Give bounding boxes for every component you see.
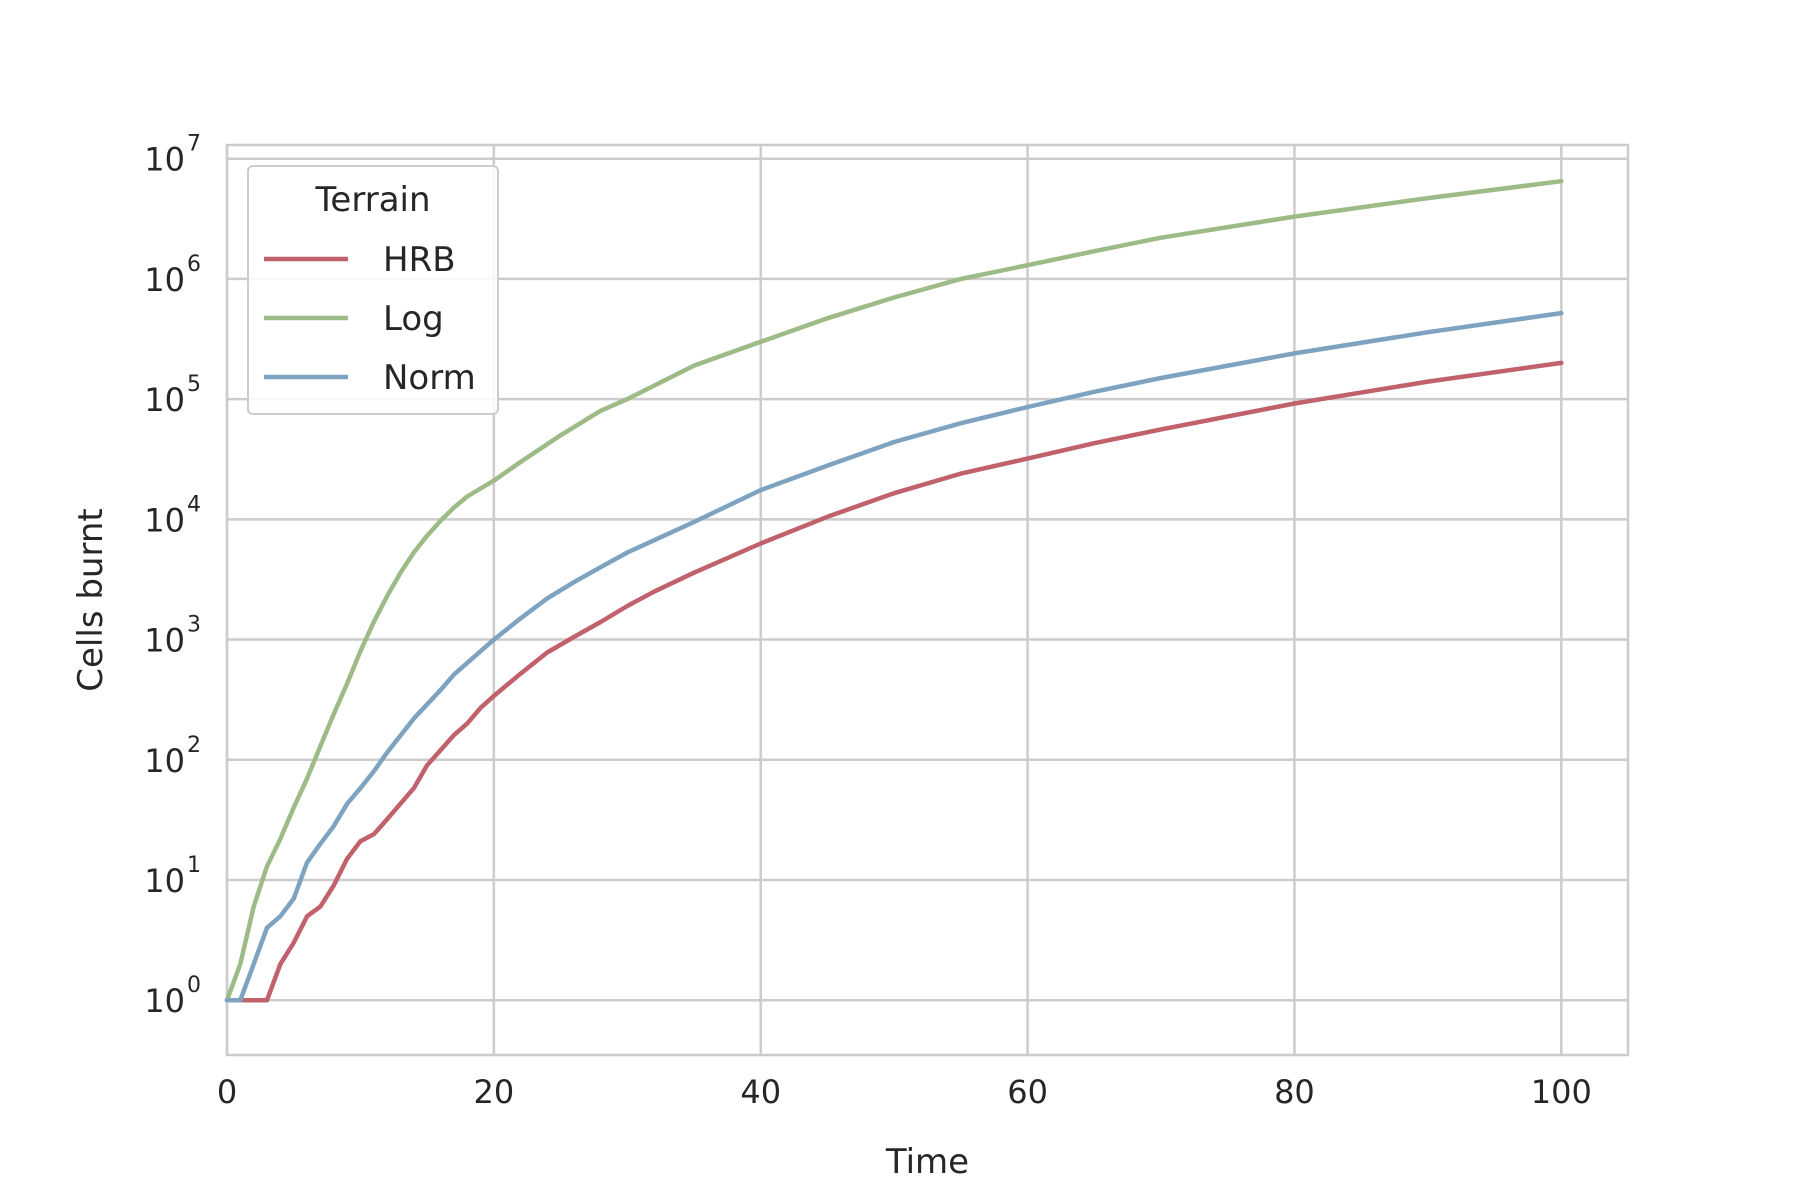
x-tick-label: 0 <box>217 1073 237 1111</box>
legend-label-norm: Norm <box>383 358 476 398</box>
x-axis-ticks: 0 20 40 60 80 100 <box>217 1073 1592 1111</box>
y-tick-label: 10 1 <box>144 853 201 900</box>
x-tick-label: 100 <box>1531 1073 1592 1111</box>
series-line-norm <box>224 310 1564 1003</box>
y-tick-label: 10 0 <box>144 973 201 1020</box>
series-line-log <box>224 178 1564 1003</box>
y-tick-exponent: 4 <box>187 492 201 517</box>
y-tick-exponent: 5 <box>187 372 201 397</box>
y-tick-label: 10 6 <box>144 252 201 299</box>
y-tick-exponent: 0 <box>187 973 201 998</box>
y-tick-label: 10 5 <box>144 372 201 419</box>
y-tick-exponent: 7 <box>187 132 201 157</box>
legend-title: Terrain <box>314 180 430 220</box>
y-tick-exponent: 6 <box>187 252 201 277</box>
y-tick-base: 10 <box>144 622 185 660</box>
y-tick-base: 10 <box>144 982 185 1020</box>
x-axis-label: Time <box>885 1142 969 1182</box>
x-tick-label: 80 <box>1274 1073 1315 1111</box>
x-tick-label: 40 <box>740 1073 781 1111</box>
y-tick-label: 10 7 <box>144 132 201 179</box>
series-lines <box>224 178 1564 1003</box>
series-line-hrb <box>224 360 1564 1003</box>
y-axis-label: Cells burnt <box>71 508 111 691</box>
legend-label-hrb: HRB <box>383 240 456 280</box>
y-tick-exponent: 3 <box>187 613 201 638</box>
y-tick-label: 10 3 <box>144 613 201 660</box>
y-tick-label: 10 4 <box>144 492 201 539</box>
plot-frame <box>225 143 1630 1057</box>
x-tick-label: 20 <box>473 1073 514 1111</box>
y-tick-base: 10 <box>144 742 185 780</box>
y-tick-base: 10 <box>144 141 185 179</box>
x-tick-label: 60 <box>1007 1073 1048 1111</box>
legend-box <box>247 165 499 415</box>
y-tick-base: 10 <box>144 501 185 539</box>
y-tick-exponent: 1 <box>187 853 201 878</box>
y-tick-base: 10 <box>144 862 185 900</box>
legend-label-log: Log <box>383 299 444 339</box>
legend: Terrain HRB Log Norm <box>247 165 499 415</box>
y-tick-exponent: 2 <box>187 733 201 758</box>
y-tick-label: 10 2 <box>144 733 201 780</box>
y-tick-base: 10 <box>144 381 185 419</box>
y-tick-base: 10 <box>144 261 185 299</box>
